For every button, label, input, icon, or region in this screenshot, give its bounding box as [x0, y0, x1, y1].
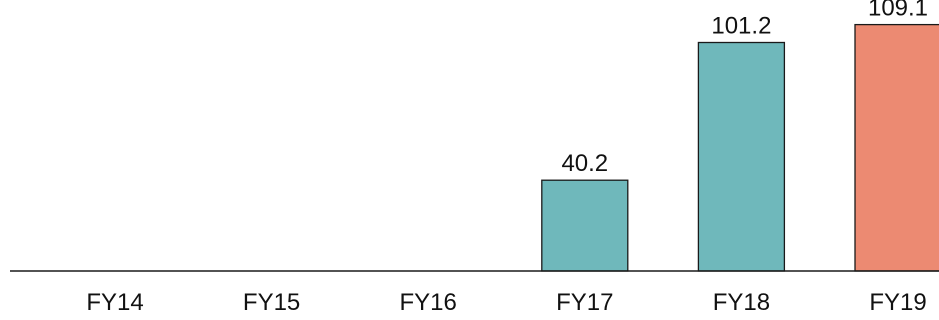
data-label-fy17: 40.2: [561, 150, 608, 177]
x-tick-labels-group: FY14 FY15 FY16 FY17 FY18 FY19: [86, 289, 926, 316]
bar-fy18: [697, 41, 786, 272]
x-tick-label-fy18: FY18: [713, 289, 770, 316]
x-tick-label-fy19: FY19: [869, 289, 926, 316]
x-tick-label-fy17: FY17: [556, 289, 613, 316]
x-tick-label-fy16: FY16: [400, 289, 457, 316]
x-tick-label-fy15: FY15: [243, 289, 300, 316]
data-label-fy19: 109.1: [868, 0, 928, 22]
bar-fy17: [541, 179, 629, 272]
bars-group: [541, 23, 939, 272]
bar-fy19: [854, 23, 939, 272]
x-tick-label-fy14: FY14: [86, 289, 143, 316]
data-label-fy18: 101.2: [711, 13, 771, 40]
data-labels-group: 40.2 101.2 109.1: [561, 0, 928, 177]
